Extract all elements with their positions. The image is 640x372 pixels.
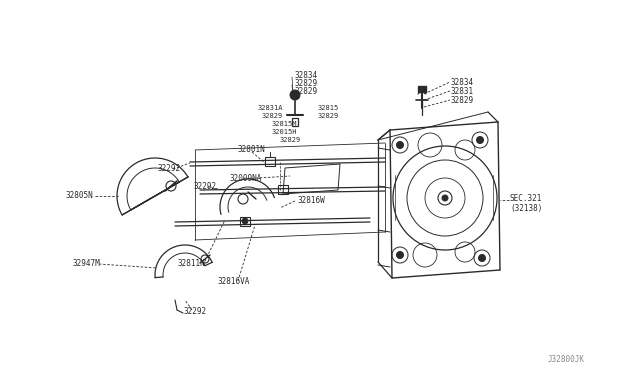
Text: SEC.321: SEC.321 — [510, 193, 542, 202]
Text: 32811N: 32811N — [178, 259, 205, 267]
Text: 32829: 32829 — [262, 113, 284, 119]
Bar — [278, 185, 288, 194]
Bar — [240, 217, 250, 226]
Text: 32009NA: 32009NA — [230, 173, 262, 183]
Bar — [292, 118, 298, 126]
Text: 32831: 32831 — [451, 87, 474, 96]
Text: 32947M: 32947M — [72, 259, 100, 267]
Text: 32805N: 32805N — [65, 190, 93, 199]
Circle shape — [397, 251, 403, 259]
Text: 32801N: 32801N — [237, 144, 265, 154]
Text: 32834: 32834 — [295, 71, 318, 80]
Circle shape — [479, 254, 486, 262]
Text: 32815: 32815 — [318, 105, 339, 111]
Text: 32829: 32829 — [451, 96, 474, 105]
Text: 32834: 32834 — [451, 77, 474, 87]
Text: (32138): (32138) — [510, 203, 542, 212]
Bar — [418, 86, 426, 92]
Text: 32292: 32292 — [193, 182, 216, 190]
Text: 32816VA: 32816VA — [218, 278, 250, 286]
Text: 32829: 32829 — [318, 113, 339, 119]
Text: 32831A: 32831A — [258, 105, 284, 111]
Circle shape — [290, 90, 300, 100]
Text: 32829: 32829 — [295, 87, 318, 96]
Text: 32292: 32292 — [157, 164, 180, 173]
Circle shape — [477, 137, 483, 144]
Text: 32829: 32829 — [295, 78, 318, 87]
Circle shape — [242, 218, 248, 224]
Circle shape — [442, 195, 448, 201]
Circle shape — [397, 141, 403, 148]
Polygon shape — [117, 158, 188, 215]
Text: 32816W: 32816W — [298, 196, 326, 205]
Text: 32015H: 32015H — [272, 129, 298, 135]
Text: J32800JK: J32800JK — [548, 356, 585, 365]
Text: 32815M: 32815M — [272, 121, 298, 127]
Bar — [265, 157, 275, 166]
Text: 32292: 32292 — [183, 308, 206, 317]
Text: 32829: 32829 — [280, 137, 301, 143]
